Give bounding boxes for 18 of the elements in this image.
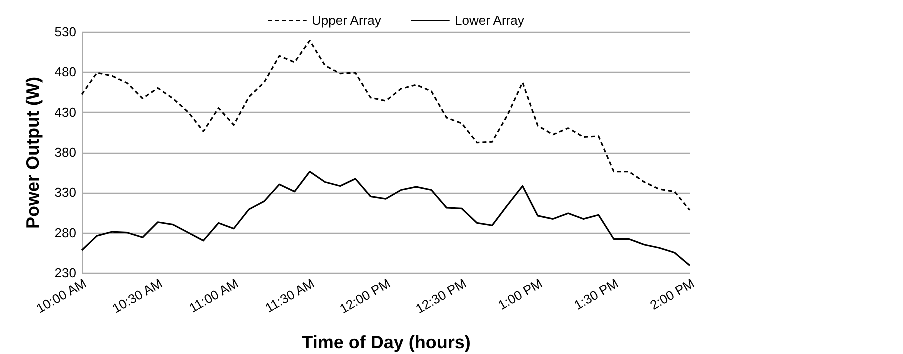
legend-label: Upper Array: [312, 12, 382, 28]
y-tick-label: 330: [54, 185, 76, 200]
y-tick-label: 430: [54, 104, 76, 120]
x-tick-label: 1:30 PM: [572, 276, 621, 313]
x-tick-label: 2:00 PM: [648, 276, 697, 313]
line-series: [81, 170, 691, 267]
x-tick-label: 11:00 AM: [186, 276, 241, 316]
y-tick-label: 230: [54, 266, 76, 280]
legend-label: Lower Array: [455, 12, 525, 28]
y-axis-title: Power Output (W): [22, 77, 43, 229]
x-axis-title: Time of Day (hours): [302, 332, 471, 353]
x-tick-label: 1:00 PM: [496, 276, 545, 313]
y-tick-label: 480: [54, 64, 76, 80]
y-tick-label: 280: [54, 225, 76, 240]
x-tick-label: 11:30 AM: [262, 276, 317, 316]
y-tick-label: 380: [54, 145, 76, 160]
line-series: [81, 40, 691, 212]
y-tick-label: 530: [54, 24, 76, 40]
